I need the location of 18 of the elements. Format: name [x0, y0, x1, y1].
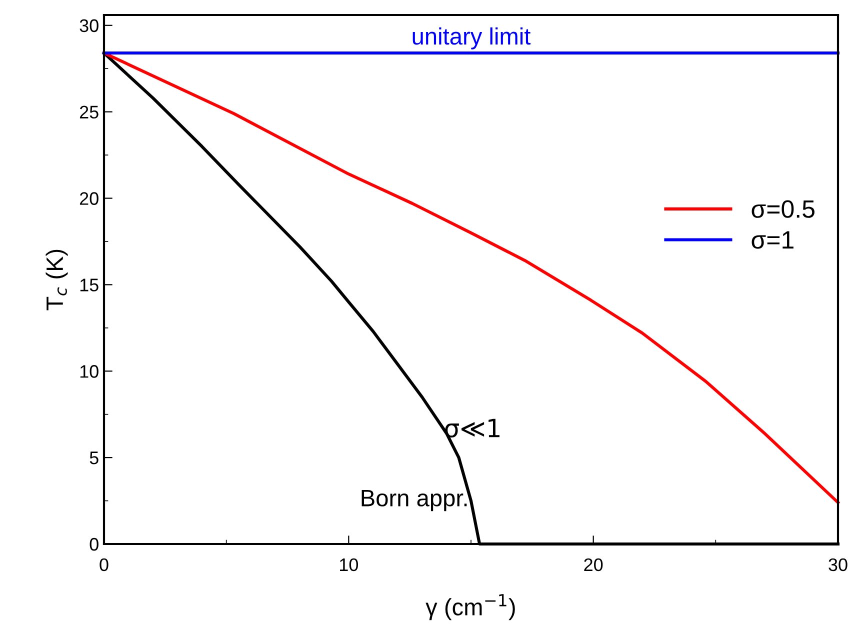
- x-tick-label: 20: [584, 558, 603, 572]
- x-tick-label: 30: [828, 558, 848, 572]
- legend-label: σ=1: [752, 231, 794, 249]
- y-tick-label: 25: [80, 106, 98, 119]
- y-tick-label: 30: [80, 19, 98, 32]
- legend-label: σ=0.5: [752, 200, 814, 218]
- y-tick-label: 20: [80, 192, 98, 205]
- y-tick-label: 0: [90, 538, 98, 551]
- y-tick-label: 15: [80, 278, 98, 292]
- x-tick-label: 10: [340, 558, 358, 572]
- y-axis-title: T$_{c}$ (K): [46, 250, 68, 310]
- annotation: Born appr.: [362, 490, 467, 512]
- x-axis-title: γ (cm$^{−1}$): [426, 594, 515, 620]
- x-tick-label: 0: [100, 558, 108, 572]
- annotation: unitary limit: [412, 27, 531, 50]
- y-tick-label: 5: [90, 452, 98, 464]
- annotation: σ≪1: [445, 418, 500, 438]
- y-tick-label: 10: [80, 365, 98, 378]
